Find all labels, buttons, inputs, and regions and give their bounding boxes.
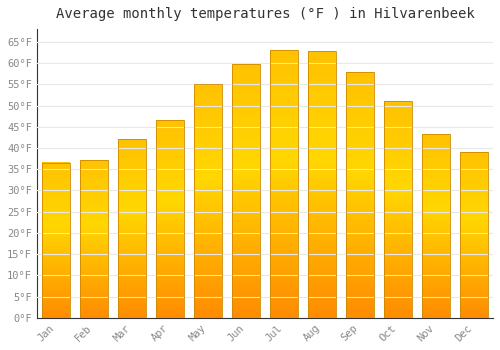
Bar [384,101,411,318]
Bar [194,84,222,318]
Bar [232,64,260,318]
Bar [42,163,70,318]
Bar [118,140,146,318]
Bar [460,152,487,318]
Bar [156,120,184,318]
Bar [270,50,297,318]
Title: Average monthly temperatures (°F ) in Hilvarenbeek: Average monthly temperatures (°F ) in Hi… [56,7,474,21]
Bar [346,72,374,318]
Bar [80,160,108,318]
Bar [308,51,336,318]
Bar [422,134,450,318]
